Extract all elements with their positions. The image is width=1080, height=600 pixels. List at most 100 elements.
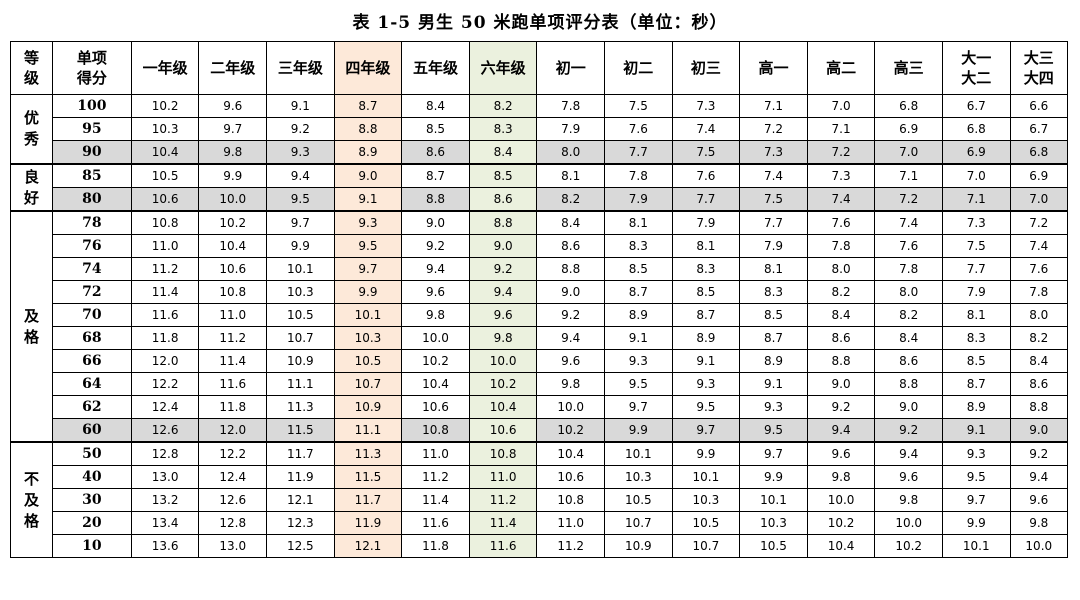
time-cell: 10.3 — [739, 511, 808, 535]
time-cell: 9.5 — [941, 465, 1011, 489]
time-cell: 12.4 — [198, 465, 268, 489]
time-cell: 8.3 — [739, 280, 808, 304]
time-cell: 11.8 — [198, 395, 268, 419]
time-cell: 8.1 — [941, 303, 1011, 327]
time-cell: 9.3 — [941, 441, 1011, 466]
time-cell: 9.6 — [806, 441, 876, 466]
time-cell: 6.8 — [874, 94, 943, 118]
time-cell: 10.9 — [333, 395, 403, 419]
time-cell: 9.0 — [333, 163, 403, 188]
time-cell: 9.1 — [333, 187, 403, 212]
time-cell: 13.6 — [130, 534, 200, 558]
time-cell: 10.8 — [468, 441, 538, 466]
time-cell: 8.9 — [671, 326, 741, 350]
time-cell: 10.2 — [536, 418, 605, 443]
time-cell: 12.6 — [198, 488, 268, 512]
score-cell: 62 — [51, 395, 132, 419]
grade-level-label: 不及格 — [10, 441, 53, 558]
time-cell: 7.8 — [536, 94, 605, 118]
time-cell: 10.6 — [130, 187, 200, 212]
time-cell: 10.7 — [333, 372, 403, 396]
time-cell: 9.6 — [874, 465, 943, 489]
table-row: 80 10.6 10.0 9.5 9.1 8.8 8.6 8.2 7.9 7.7 7.5 7.4 7.2… — [11, 187, 1069, 212]
time-cell: 7.4 — [671, 117, 741, 141]
header-col-13: 大一 大二 — [941, 41, 1011, 95]
time-cell: 7.3 — [671, 94, 741, 118]
time-cell: 10.1 — [671, 465, 741, 489]
time-cell: 7.6 — [874, 234, 943, 258]
header-col-10: 高一 — [739, 41, 808, 95]
time-cell: 9.1 — [604, 326, 673, 350]
time-cell: 9.0 — [1009, 418, 1069, 443]
time-cell: 8.8 — [401, 187, 470, 212]
time-cell: 11.2 — [468, 488, 538, 512]
table-row: 70 11.6 11.0 10.5 10.1 9.8 9.6 9.2 8.9 8.7 8.5 8.4 8… — [11, 303, 1069, 327]
time-cell: 9.3 — [739, 395, 808, 419]
time-cell: 9.9 — [941, 511, 1011, 535]
grade-level-label: 优秀 — [10, 94, 53, 165]
time-cell: 13.0 — [198, 534, 268, 558]
time-cell: 9.4 — [401, 257, 470, 281]
time-cell: 9.4 — [468, 280, 538, 304]
time-cell: 7.9 — [941, 280, 1011, 304]
time-cell: 12.5 — [266, 534, 335, 558]
time-cell: 7.0 — [806, 94, 876, 118]
header-score: 单项 得分 — [51, 41, 132, 95]
time-cell: 9.2 — [536, 303, 605, 327]
time-cell: 9.6 — [401, 280, 470, 304]
time-cell: 9.8 — [198, 140, 268, 165]
time-cell: 11.7 — [266, 441, 335, 466]
time-cell: 11.3 — [333, 441, 403, 466]
time-cell: 11.0 — [468, 465, 538, 489]
score-cell: 80 — [51, 187, 132, 212]
table-row: 74 11.2 10.6 10.1 9.7 9.4 9.2 8.8 8.5 8.3 8.1 8.0 7.… — [11, 257, 1069, 281]
time-cell: 10.4 — [468, 395, 538, 419]
time-cell: 10.1 — [333, 303, 403, 327]
time-cell: 7.0 — [874, 140, 943, 165]
time-cell: 9.7 — [739, 441, 808, 466]
time-cell: 11.0 — [401, 441, 470, 466]
time-cell: 9.2 — [468, 257, 538, 281]
time-cell: 9.2 — [401, 234, 470, 258]
score-cell: 90 — [51, 140, 132, 165]
time-cell: 11.5 — [333, 465, 403, 489]
time-cell: 9.0 — [536, 280, 605, 304]
time-cell: 8.7 — [941, 372, 1011, 396]
header-col-11: 高二 — [806, 41, 876, 95]
time-cell: 7.3 — [739, 140, 808, 165]
time-cell: 9.4 — [1009, 465, 1069, 489]
table-row: 不及格 50 12.8 12.2 11.7 11.3 11.0 10.8 10.4 10.1 9.9… — [10, 441, 1069, 558]
header-col-9: 初三 — [671, 41, 741, 95]
time-cell: 10.0 — [401, 326, 470, 350]
score-cell: 74 — [51, 257, 132, 281]
time-cell: 8.9 — [604, 303, 673, 327]
table-row: 20 13.4 12.8 12.3 11.9 11.6 11.4 11.0 10.7 10.5 10… — [11, 511, 1069, 535]
time-cell: 7.1 — [874, 163, 943, 188]
time-cell: 7.7 — [604, 140, 673, 165]
time-cell: 11.8 — [401, 534, 470, 558]
time-cell: 7.5 — [604, 94, 673, 118]
time-cell: 10.1 — [604, 441, 673, 466]
table-row: 64 12.2 11.6 11.1 10.7 10.4 10.2 9.8 9.5 9.3 9.1 9.… — [11, 372, 1069, 396]
header-col-6: 六年级 — [468, 41, 538, 95]
time-cell: 9.9 — [671, 441, 741, 466]
time-cell: 8.6 — [468, 187, 538, 212]
time-cell: 9.9 — [198, 163, 268, 188]
time-cell: 8.6 — [806, 326, 876, 350]
time-cell: 12.2 — [198, 441, 268, 466]
time-cell: 10.0 — [1009, 534, 1069, 558]
time-cell: 10.4 — [806, 534, 876, 558]
time-cell: 10.3 — [266, 280, 335, 304]
time-cell: 9.5 — [266, 187, 335, 212]
table-row: 66 12.0 11.4 10.9 10.5 10.2 10.0 9.6 9.3 9.1 8.9 8.… — [11, 349, 1069, 373]
time-cell: 6.7 — [1009, 117, 1069, 141]
time-cell: 8.3 — [604, 234, 673, 258]
time-cell: 11.2 — [130, 257, 200, 281]
time-cell: 11.6 — [198, 372, 268, 396]
time-cell: 9.7 — [671, 418, 741, 443]
time-cell: 9.9 — [604, 418, 673, 443]
time-cell: 7.1 — [806, 117, 876, 141]
time-cell: 7.4 — [874, 210, 943, 235]
time-cell: 7.6 — [1009, 257, 1069, 281]
time-cell: 10.5 — [266, 303, 335, 327]
